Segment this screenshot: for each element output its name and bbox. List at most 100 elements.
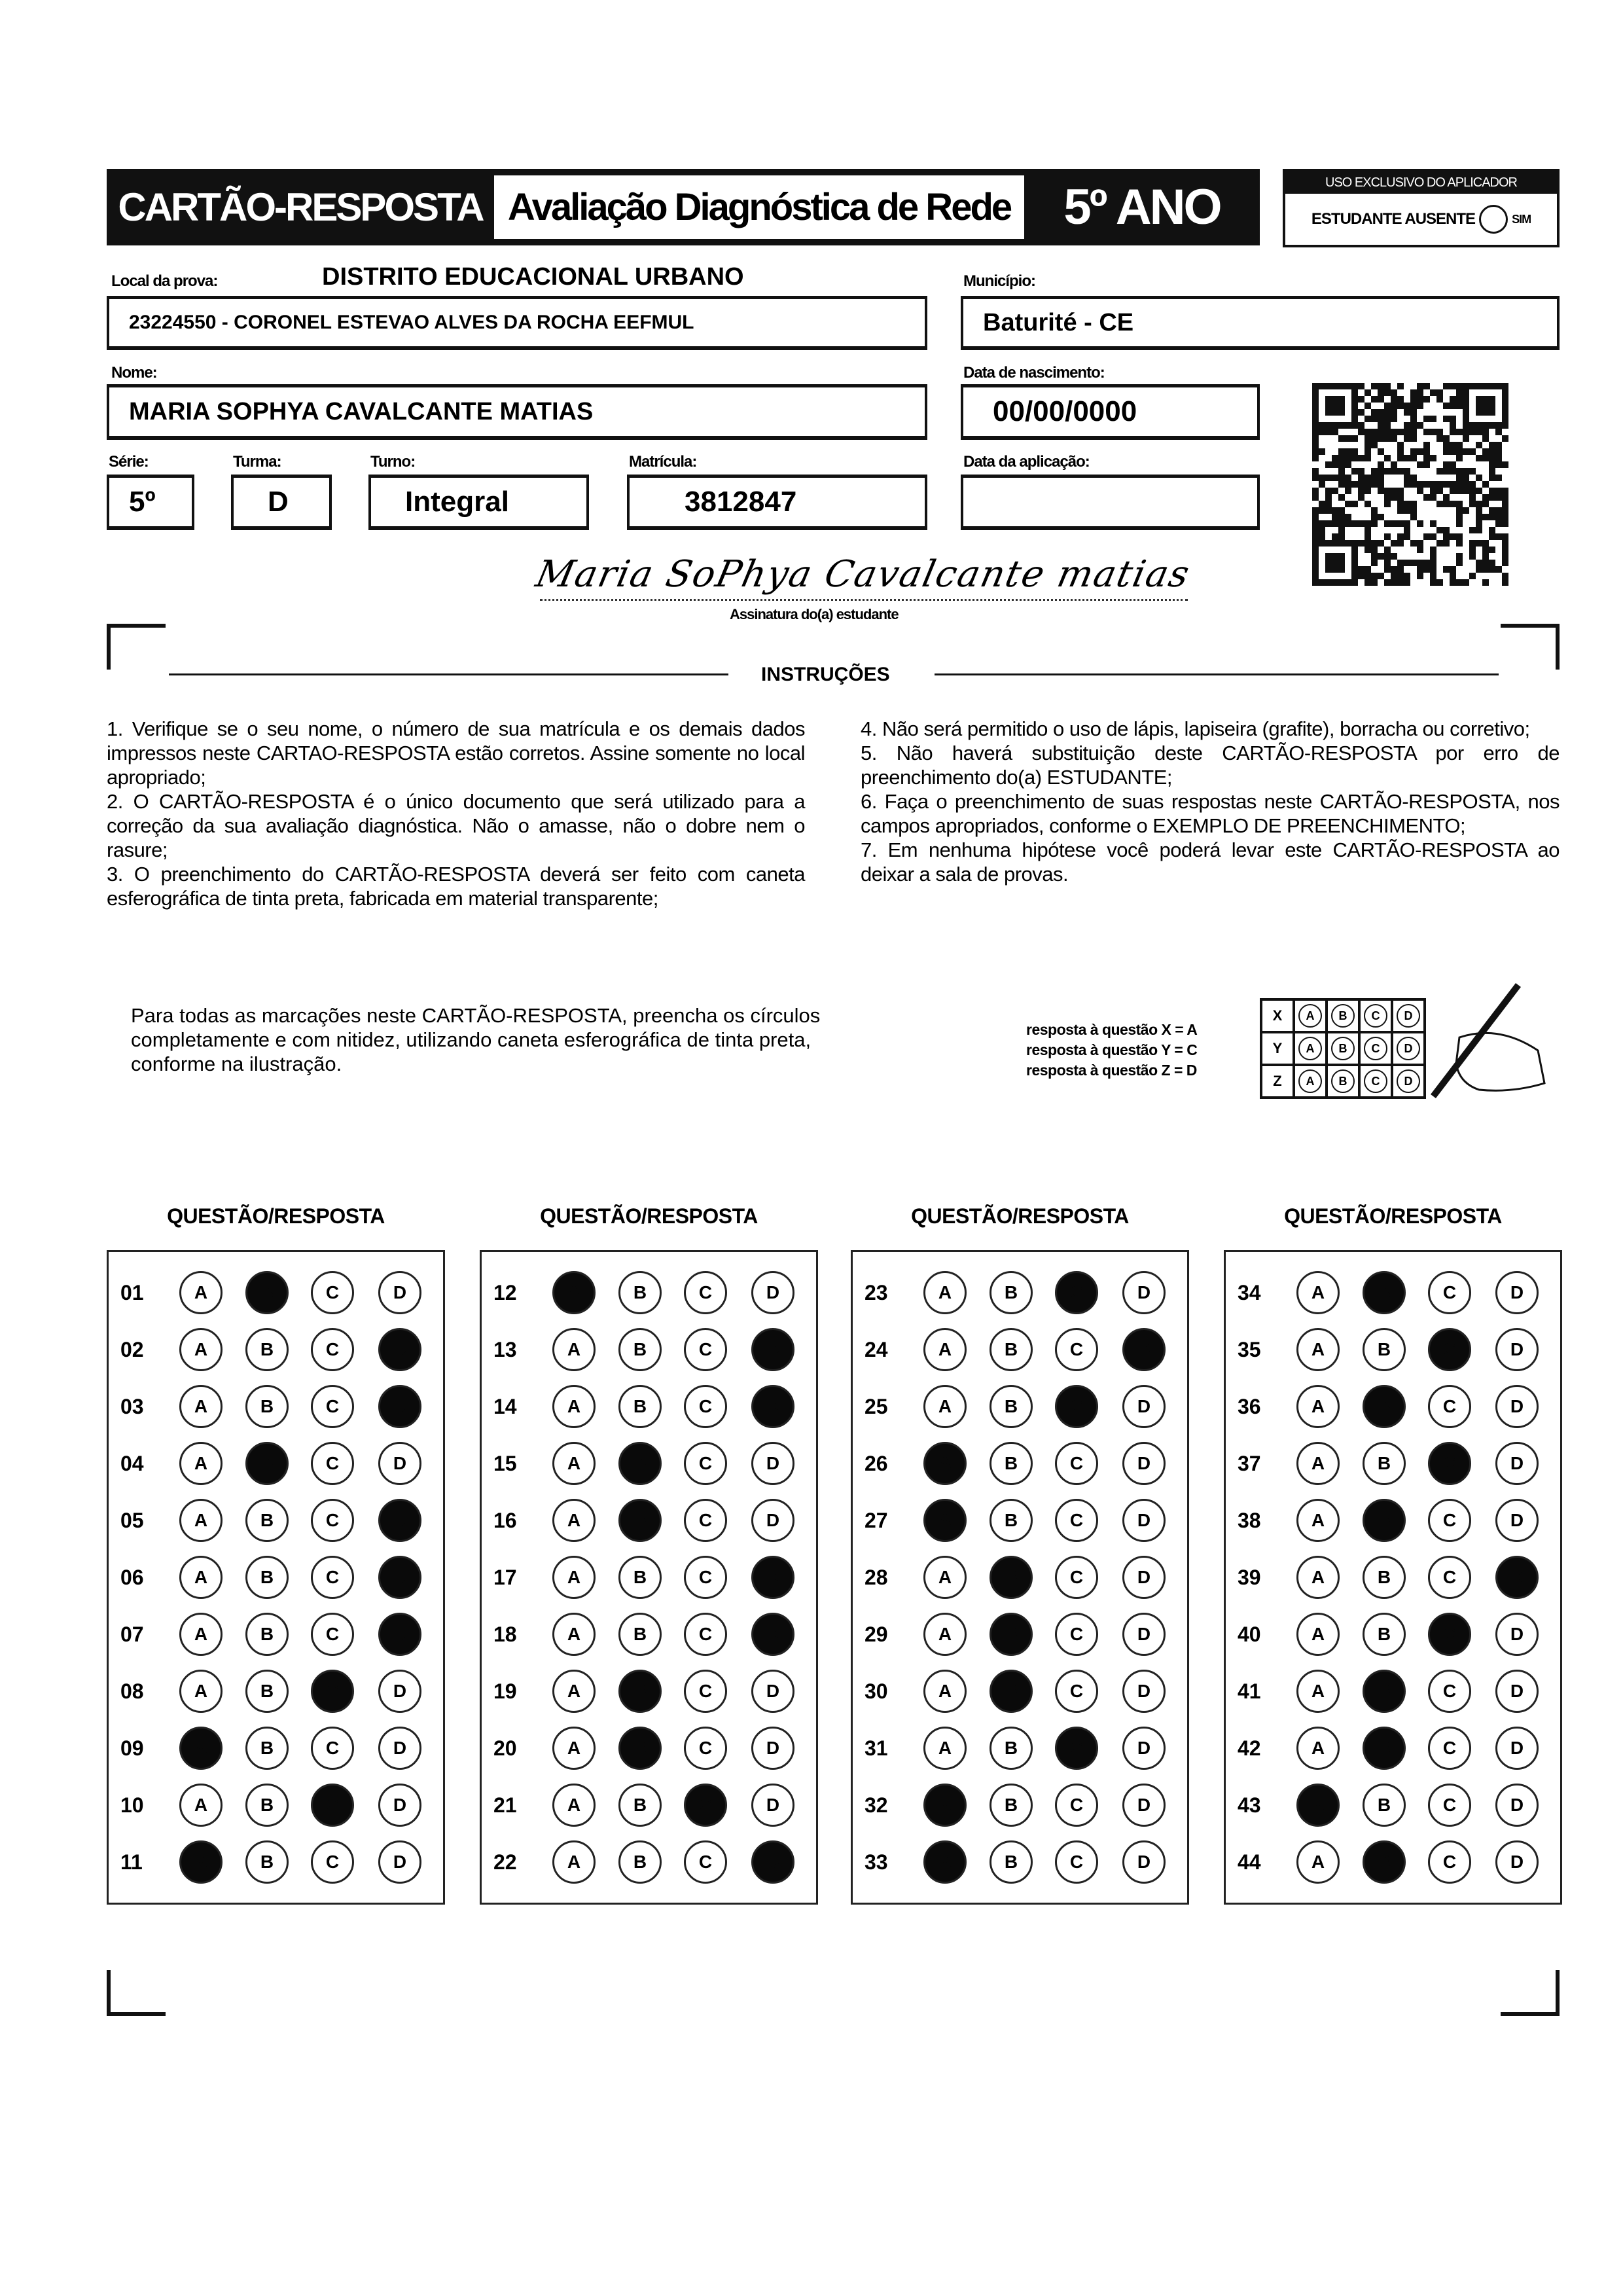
answer-bubble[interactable]: B — [990, 1385, 1033, 1428]
answer-bubble-filled[interactable]: A — [923, 1784, 967, 1827]
answer-bubble[interactable]: C — [684, 1328, 727, 1371]
answer-bubble[interactable]: C — [1055, 1840, 1098, 1884]
answer-bubble-filled[interactable]: D — [1495, 1556, 1539, 1599]
answer-bubble-filled[interactable]: D — [751, 1385, 794, 1428]
answer-bubble[interactable]: D — [1495, 1442, 1539, 1485]
answer-bubble[interactable]: D — [378, 1784, 421, 1827]
answer-bubble-filled[interactable]: B — [618, 1670, 662, 1713]
answer-bubble[interactable]: C — [1428, 1840, 1471, 1884]
answer-bubble-filled[interactable]: C — [1055, 1385, 1098, 1428]
answer-bubble[interactable]: A — [552, 1840, 596, 1884]
answer-bubble[interactable]: C — [311, 1442, 354, 1485]
answer-bubble[interactable]: A — [552, 1442, 596, 1485]
answer-bubble-filled[interactable]: C — [684, 1784, 727, 1827]
answer-bubble-filled[interactable]: A — [1296, 1784, 1340, 1827]
answer-bubble[interactable]: D — [1122, 1613, 1166, 1656]
answer-bubble[interactable]: C — [684, 1727, 727, 1770]
answer-bubble[interactable]: A — [179, 1271, 223, 1314]
answer-bubble-filled[interactable]: B — [1363, 1840, 1406, 1884]
answer-bubble[interactable]: B — [618, 1613, 662, 1656]
answer-bubble-filled[interactable]: B — [1363, 1727, 1406, 1770]
answer-bubble-filled[interactable]: B — [990, 1556, 1033, 1599]
answer-bubble[interactable]: C — [1055, 1613, 1098, 1656]
answer-bubble-filled[interactable]: A — [179, 1727, 223, 1770]
answer-bubble[interactable]: A — [923, 1670, 967, 1713]
answer-bubble[interactable]: D — [1122, 1499, 1166, 1542]
answer-bubble[interactable]: B — [618, 1840, 662, 1884]
answer-bubble[interactable]: D — [1122, 1442, 1166, 1485]
answer-bubble[interactable]: D — [378, 1727, 421, 1770]
answer-bubble[interactable]: D — [751, 1727, 794, 1770]
answer-bubble[interactable]: A — [1296, 1328, 1340, 1371]
answer-bubble-filled[interactable]: B — [245, 1271, 289, 1314]
answer-bubble-filled[interactable]: C — [311, 1784, 354, 1827]
answer-bubble[interactable]: D — [1495, 1727, 1539, 1770]
answer-bubble[interactable]: C — [311, 1727, 354, 1770]
answer-bubble[interactable]: D — [1122, 1784, 1166, 1827]
answer-bubble[interactable]: D — [1495, 1613, 1539, 1656]
answer-bubble[interactable]: C — [1428, 1499, 1471, 1542]
answer-bubble-filled[interactable]: A — [923, 1442, 967, 1485]
answer-bubble[interactable]: D — [1495, 1328, 1539, 1371]
answer-bubble[interactable]: D — [751, 1271, 794, 1314]
answer-bubble-filled[interactable]: D — [378, 1328, 421, 1371]
answer-bubble[interactable]: C — [1428, 1670, 1471, 1713]
answer-bubble[interactable]: C — [311, 1840, 354, 1884]
answer-bubble[interactable]: A — [179, 1556, 223, 1599]
answer-bubble[interactable]: B — [245, 1840, 289, 1884]
answer-bubble[interactable]: A — [552, 1499, 596, 1542]
answer-bubble[interactable]: B — [245, 1727, 289, 1770]
answer-bubble[interactable]: A — [923, 1271, 967, 1314]
answer-bubble-filled[interactable]: D — [751, 1328, 794, 1371]
answer-bubble[interactable]: B — [990, 1727, 1033, 1770]
answer-bubble[interactable]: C — [1055, 1328, 1098, 1371]
answer-bubble[interactable]: D — [1495, 1271, 1539, 1314]
answer-bubble[interactable]: D — [378, 1670, 421, 1713]
answer-bubble[interactable]: B — [1363, 1442, 1406, 1485]
answer-bubble[interactable]: A — [552, 1670, 596, 1713]
answer-bubble[interactable]: A — [1296, 1385, 1340, 1428]
answer-bubble[interactable]: C — [1055, 1556, 1098, 1599]
answer-bubble[interactable]: C — [1055, 1670, 1098, 1713]
answer-bubble[interactable]: A — [923, 1613, 967, 1656]
answer-bubble[interactable]: A — [552, 1328, 596, 1371]
answer-bubble[interactable]: C — [684, 1499, 727, 1542]
answer-bubble[interactable]: D — [1122, 1271, 1166, 1314]
answer-bubble[interactable]: B — [245, 1499, 289, 1542]
answer-bubble[interactable]: A — [1296, 1442, 1340, 1485]
answer-bubble[interactable]: C — [684, 1385, 727, 1428]
answer-bubble[interactable]: D — [751, 1670, 794, 1713]
answer-bubble[interactable]: C — [684, 1840, 727, 1884]
answer-bubble[interactable]: D — [751, 1784, 794, 1827]
answer-bubble[interactable]: B — [618, 1784, 662, 1827]
answer-bubble[interactable]: A — [552, 1385, 596, 1428]
answer-bubble-filled[interactable]: B — [618, 1727, 662, 1770]
answer-bubble[interactable]: D — [1495, 1670, 1539, 1713]
answer-bubble-filled[interactable]: A — [923, 1499, 967, 1542]
answer-bubble-filled[interactable]: C — [311, 1670, 354, 1713]
answer-bubble[interactable]: A — [179, 1328, 223, 1371]
answer-bubble[interactable]: C — [684, 1271, 727, 1314]
answer-bubble[interactable]: C — [684, 1613, 727, 1656]
answer-bubble[interactable]: A — [552, 1556, 596, 1599]
answer-bubble[interactable]: A — [923, 1556, 967, 1599]
answer-bubble-filled[interactable]: C — [1055, 1727, 1098, 1770]
absent-option[interactable]: ESTUDANTE AUSENTE SIM — [1285, 194, 1557, 245]
answer-bubble-filled[interactable]: B — [990, 1613, 1033, 1656]
answer-bubble[interactable]: B — [1363, 1328, 1406, 1371]
answer-bubble[interactable]: D — [1495, 1840, 1539, 1884]
answer-bubble-filled[interactable]: B — [618, 1442, 662, 1485]
answer-bubble[interactable]: C — [311, 1613, 354, 1656]
answer-bubble[interactable]: C — [684, 1556, 727, 1599]
answer-bubble[interactable]: B — [245, 1328, 289, 1371]
answer-bubble-filled[interactable]: C — [1428, 1613, 1471, 1656]
answer-bubble[interactable]: C — [311, 1328, 354, 1371]
answer-bubble-filled[interactable]: D — [378, 1613, 421, 1656]
answer-bubble-filled[interactable]: A — [179, 1840, 223, 1884]
answer-bubble-filled[interactable]: B — [1363, 1271, 1406, 1314]
answer-bubble[interactable]: D — [1122, 1556, 1166, 1599]
answer-bubble[interactable]: A — [1296, 1613, 1340, 1656]
answer-bubble[interactable]: A — [923, 1385, 967, 1428]
answer-bubble[interactable]: A — [923, 1727, 967, 1770]
answer-bubble[interactable]: A — [179, 1670, 223, 1713]
